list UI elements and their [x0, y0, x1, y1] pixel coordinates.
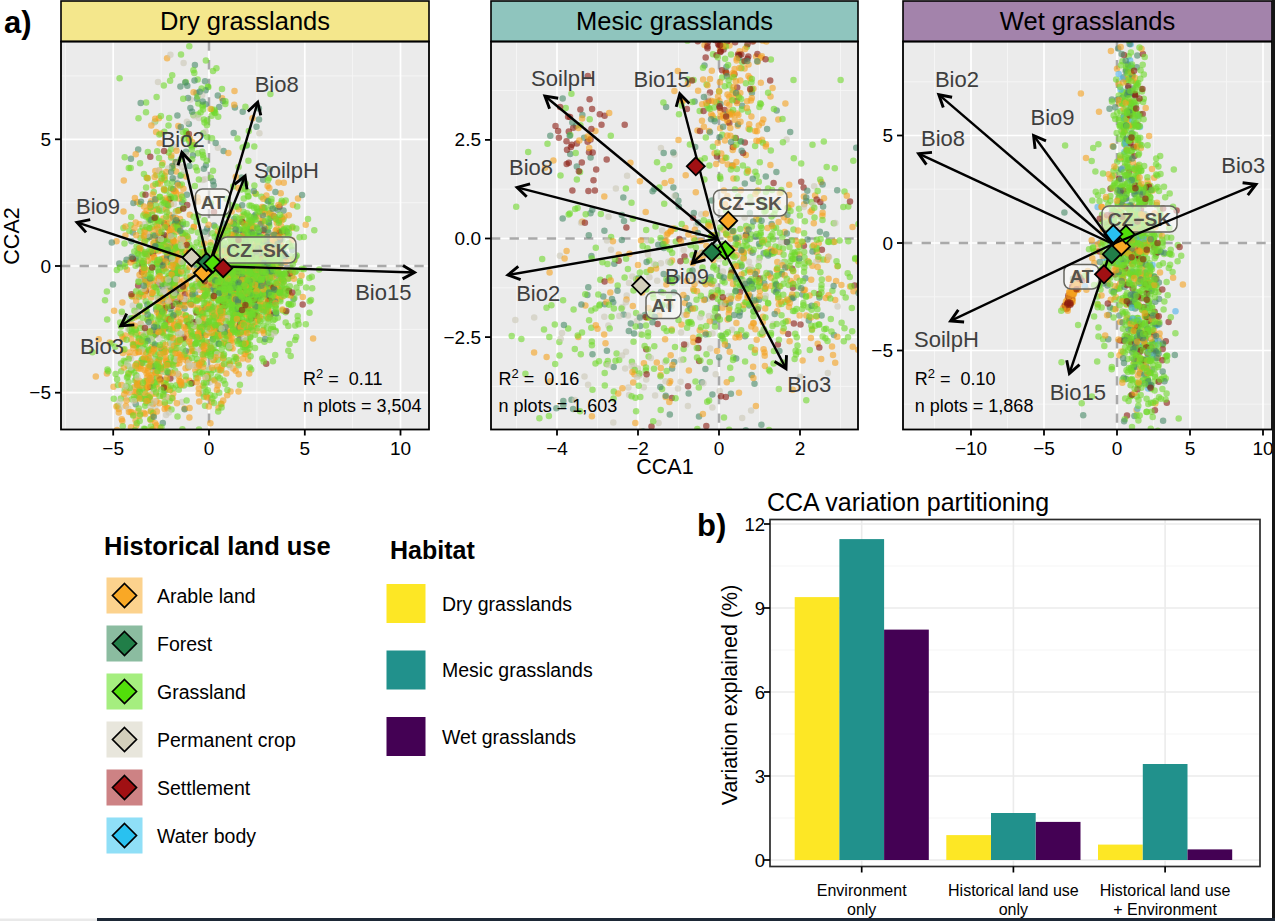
svg-text:Bio2: Bio2	[161, 127, 205, 152]
svg-text:−5: −5	[1033, 438, 1055, 459]
svg-text:−10: −10	[955, 438, 987, 459]
svg-text:Bio3: Bio3	[1221, 153, 1265, 178]
svg-text:0: 0	[1112, 438, 1123, 459]
svg-text:Bio2: Bio2	[935, 67, 979, 92]
svg-text:0: 0	[40, 256, 51, 277]
svg-text:Bio15: Bio15	[634, 67, 690, 92]
svg-text:a): a)	[4, 5, 32, 40]
svg-text:−5: −5	[871, 340, 893, 361]
svg-text:Bio9: Bio9	[1030, 105, 1074, 130]
svg-text:10: 10	[390, 438, 411, 459]
svg-text:only: only	[999, 901, 1028, 918]
svg-text:Mesic grasslands: Mesic grasslands	[442, 659, 593, 681]
svg-text:0.0: 0.0	[455, 228, 481, 249]
svg-text:AT: AT	[1069, 266, 1093, 287]
svg-text:n plots = 1,603: n plots = 1,603	[499, 396, 618, 416]
svg-text:12: 12	[744, 514, 765, 535]
svg-text:Dry grasslands: Dry grasslands	[442, 593, 572, 615]
svg-text:Bio15: Bio15	[1050, 380, 1106, 405]
svg-text:n plots = 3,504: n plots = 3,504	[303, 396, 422, 416]
svg-text:Permanent crop: Permanent crop	[157, 729, 296, 751]
svg-text:6: 6	[755, 682, 765, 703]
svg-text:5: 5	[40, 129, 51, 150]
svg-text:Historical land use: Historical land use	[948, 882, 1079, 899]
svg-text:n plots = 1,868: n plots = 1,868	[915, 396, 1034, 416]
svg-text:Grassland: Grassland	[157, 681, 246, 703]
svg-text:only: only	[847, 901, 876, 918]
svg-text:−5: −5	[29, 382, 51, 403]
svg-text:CZ−SK: CZ−SK	[226, 240, 290, 261]
svg-text:0: 0	[755, 850, 765, 871]
svg-text:Bio9: Bio9	[76, 194, 120, 219]
svg-text:2: 2	[795, 438, 806, 459]
svg-text:Dry grasslands: Dry grasslands	[160, 7, 330, 35]
svg-text:−2.5: −2.5	[443, 327, 481, 348]
svg-text:SoilpH: SoilpH	[531, 66, 596, 91]
svg-text:CCA variation partitioning: CCA variation partitioning	[767, 488, 1049, 516]
svg-text:Bio3: Bio3	[787, 372, 831, 397]
svg-text:CCA2: CCA2	[0, 207, 24, 264]
svg-text:0: 0	[882, 233, 893, 254]
svg-text:+ Environment: + Environment	[1113, 901, 1217, 918]
svg-text:Arable land: Arable land	[157, 585, 256, 607]
svg-text:Water body: Water body	[157, 825, 256, 847]
svg-text:SoilpH: SoilpH	[254, 158, 319, 183]
svg-text:Bio8: Bio8	[509, 155, 553, 180]
svg-text:Bio2: Bio2	[516, 281, 560, 306]
svg-text:Variation explained (%): Variation explained (%)	[718, 585, 742, 806]
svg-text:Wet grasslands: Wet grasslands	[442, 726, 576, 748]
svg-text:10: 10	[1252, 438, 1273, 459]
svg-text:5: 5	[300, 438, 311, 459]
svg-text:R2 = 0.10: R2 = 0.10	[915, 365, 996, 389]
svg-text:Bio8: Bio8	[255, 72, 299, 97]
svg-text:Habitat: Habitat	[390, 536, 475, 564]
svg-text:CZ−SK: CZ−SK	[1108, 209, 1172, 230]
svg-text:5: 5	[1185, 438, 1196, 459]
svg-text:5: 5	[882, 125, 893, 146]
svg-text:CZ−SK: CZ−SK	[718, 193, 782, 214]
svg-text:Environment: Environment	[817, 882, 907, 899]
svg-text:Bio8: Bio8	[921, 126, 965, 151]
svg-text:AT: AT	[201, 192, 225, 213]
svg-text:0: 0	[204, 438, 215, 459]
svg-text:Mesic grasslands: Mesic grasslands	[576, 7, 773, 35]
svg-text:Wet grasslands: Wet grasslands	[1000, 7, 1175, 35]
svg-text:Settlement: Settlement	[157, 777, 251, 799]
svg-text:b): b)	[697, 508, 726, 543]
svg-text:9: 9	[755, 598, 765, 619]
svg-text:AT: AT	[651, 295, 675, 316]
svg-text:Bio3: Bio3	[80, 334, 124, 359]
svg-text:R2 = 0.11: R2 = 0.11	[303, 365, 382, 389]
svg-text:−4: −4	[546, 438, 568, 459]
svg-text:Historical land use: Historical land use	[104, 532, 331, 560]
svg-text:0: 0	[714, 438, 725, 459]
svg-text:R2 = 0.16: R2 = 0.16	[499, 365, 580, 389]
svg-text:2.5: 2.5	[455, 129, 481, 150]
svg-text:3: 3	[755, 766, 765, 787]
svg-text:Bio15: Bio15	[355, 280, 411, 305]
svg-text:SoilpH: SoilpH	[914, 327, 979, 352]
svg-text:−5: −5	[102, 438, 124, 459]
svg-text:Forest: Forest	[157, 633, 213, 655]
svg-text:CCA1: CCA1	[636, 455, 693, 479]
svg-text:Bio9: Bio9	[665, 264, 709, 289]
svg-text:Historical land use: Historical land use	[1100, 882, 1231, 899]
